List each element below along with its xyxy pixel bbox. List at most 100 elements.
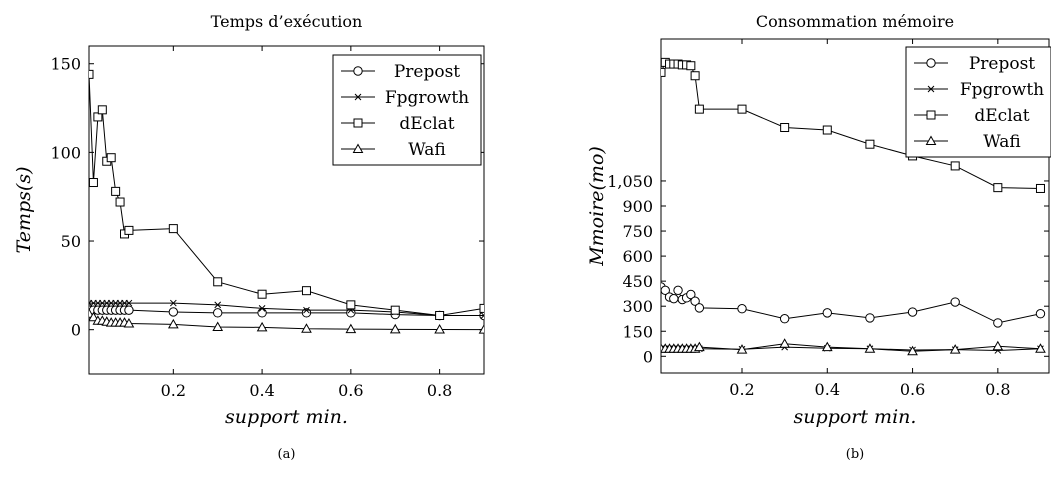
legend-marker-wafi (352, 143, 364, 153)
point-prepost (213, 308, 223, 318)
point-prepost (1035, 309, 1046, 319)
point-declat (390, 305, 400, 315)
point-prepost (673, 285, 683, 296)
y-axis-label-b: Mmoire(mo) (586, 146, 608, 267)
point-wafi (779, 338, 791, 348)
point-declat (115, 197, 125, 207)
series-wafi (89, 308, 484, 334)
chart-title-b: Consommation mémoire (756, 12, 954, 31)
y-tick-label: 600 (622, 247, 653, 266)
point-declat (106, 153, 116, 163)
y-tick-label: 900 (622, 197, 653, 216)
point-prepost (669, 293, 679, 304)
point-prepost (950, 297, 960, 307)
point-prepost (168, 307, 179, 317)
point-wafi (949, 344, 961, 354)
point-fpgrowth (480, 312, 484, 319)
chart-execution-time: Temps d’exécution Temps(s) support min. … (13, 12, 485, 462)
legend-marker-declat (926, 110, 936, 120)
y-tick-label: 750 (622, 222, 653, 241)
point-wafi (478, 324, 484, 334)
point-prepost (737, 304, 747, 314)
y-tick-label: 1,050 (607, 172, 653, 191)
series-group-a (89, 69, 484, 334)
point-declat (822, 125, 832, 135)
y-tick-label: 450 (622, 272, 653, 291)
point-declat (950, 161, 960, 171)
series-line-prepost (661, 286, 1041, 324)
point-prepost (301, 308, 312, 318)
point-declat (865, 139, 875, 149)
x-tick-label: 0.4 (815, 380, 840, 399)
x-ticks-a: 0.2 0.4 0.6 0.8 (161, 46, 452, 400)
point-declat (89, 178, 98, 188)
y-tick-label: 0 (643, 347, 653, 366)
point-wafi (256, 321, 268, 332)
y-ticks-a: 0 50 100 150 (50, 55, 484, 340)
point-prepost (124, 305, 134, 315)
point-prepost (993, 318, 1003, 328)
point-fpgrowth (169, 299, 177, 307)
series-line-fpgrowth (89, 302, 484, 316)
legend-label-fpgrowth: Fpgrowth (385, 88, 469, 108)
point-wafi (167, 318, 179, 329)
point-prepost (779, 314, 790, 324)
point-wafi (736, 344, 748, 354)
point-wafi (212, 321, 224, 332)
series-prepost (89, 305, 484, 321)
series-line-wafi (89, 313, 484, 331)
series-declat (89, 69, 484, 320)
point-wafi (821, 341, 833, 352)
point-wafi (992, 340, 1004, 351)
point-declat (686, 61, 696, 71)
point-prepost (907, 307, 918, 317)
y-tick-label: 100 (50, 143, 81, 162)
point-wafi (907, 345, 918, 356)
point-prepost (690, 296, 700, 306)
y-tick-label: 300 (622, 297, 653, 316)
y-tick-label: 0 (71, 321, 81, 340)
x-tick-label: 0.8 (985, 380, 1010, 399)
point-declat (780, 123, 790, 133)
point-wafi (89, 311, 99, 322)
legend-label-declat: dEclat (974, 106, 1029, 126)
chart-memory-consumption: Consommation mémoire Mmoire(mo) support … (586, 12, 1051, 462)
point-declat (97, 105, 107, 115)
point-declat (479, 303, 484, 313)
y-tick-label: 150 (622, 322, 653, 341)
point-prepost (694, 303, 705, 313)
x-tick-label: 0.2 (161, 381, 186, 400)
legend-marker-prepost (353, 66, 363, 76)
x-tick-label: 0.6 (338, 381, 363, 400)
y-ticks-b: 0 150 300 450 600 750 900 1,050 (607, 172, 1049, 366)
x-tick-label: 0.4 (249, 381, 274, 400)
point-declat (89, 69, 94, 79)
y-tick-label: 150 (50, 55, 81, 74)
point-prepost (865, 313, 875, 323)
series-wafi (661, 338, 1046, 356)
point-declat (124, 225, 134, 235)
point-wafi (345, 323, 357, 334)
point-wafi (301, 323, 312, 333)
series-declat (661, 57, 1045, 193)
point-fpgrowth (258, 305, 266, 312)
series-group-b (661, 57, 1046, 356)
caption-b: (b) (846, 447, 864, 462)
point-wafi (434, 323, 445, 334)
legend-marker-wafi (925, 135, 937, 145)
point-declat (1035, 183, 1045, 193)
x-tick-label: 0.6 (900, 380, 925, 399)
point-wafi (864, 343, 876, 353)
legend-marker-fpgrowth (927, 85, 935, 93)
legend-label-prepost: Prepost (969, 54, 1035, 74)
point-wafi (1035, 343, 1046, 353)
legend-marker-prepost (926, 58, 936, 68)
series-fpgrowth (89, 299, 484, 319)
point-declat (694, 104, 704, 114)
legend-marker-fpgrowth (354, 93, 362, 101)
point-declat (661, 67, 666, 77)
x-tick-label: 0.2 (729, 380, 754, 399)
legend-label-prepost: Prepost (394, 62, 460, 82)
legend-marker-declat (353, 118, 363, 128)
